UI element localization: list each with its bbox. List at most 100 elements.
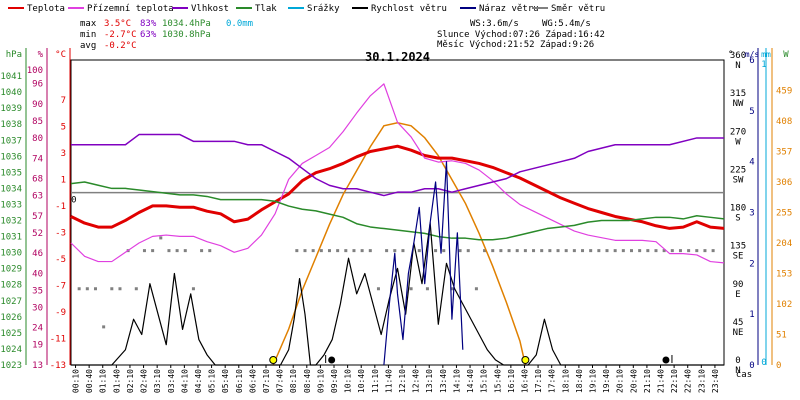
direction-degree: 45 [733, 318, 744, 328]
tick-label: 51 [776, 331, 787, 341]
wind-direction-point [670, 249, 674, 253]
x-tick-label: 11:10 [371, 369, 380, 393]
wind-direction-point [483, 249, 487, 253]
wind-direction-point [507, 249, 511, 253]
tick-label: 1023 [0, 361, 22, 371]
tick-label: 1024 [0, 345, 22, 355]
axis-radiation: W 0 51 102 153 204 255 306 357 408 459 [771, 48, 792, 371]
wind-direction-point [303, 249, 307, 253]
x-tick-label: 17:10 [534, 369, 543, 393]
tick-label: 1028 [0, 281, 22, 291]
wind-direction-point [77, 287, 81, 291]
direction-degree: 315 [730, 89, 746, 99]
wind-direction-point [409, 287, 413, 291]
wind-direction-point [110, 287, 114, 291]
tick-label: 52 [32, 229, 43, 239]
wind-direction-point [208, 249, 212, 253]
wind-direction-point [450, 287, 454, 291]
tick-label: 1041 [0, 72, 22, 82]
wind-direction-point [175, 249, 179, 253]
series-line-rychlost-v-tru [71, 222, 724, 366]
x-axis-label: čas [736, 369, 752, 380]
tick-label: 63 [32, 192, 43, 202]
wind-direction-point [191, 287, 195, 291]
series-line-tlak [70, 181, 725, 241]
axis-hpa: hPa 1023 1024 1025 1026 1027 1028 1029 1030 1031 1… [0, 48, 27, 371]
tick-label: 0 [776, 361, 781, 371]
x-tick-label: 00:40 [85, 369, 94, 393]
wind-direction-point [654, 249, 658, 253]
tick-label: 1036 [0, 152, 22, 162]
tick-label: 1030 [0, 249, 22, 259]
tick-label: 74 [32, 154, 43, 164]
direction-label: S [735, 214, 740, 224]
tick-label: 80 [32, 134, 43, 144]
stats-wind-speed: WS:3.6m/s [470, 19, 519, 29]
wind-direction-point [167, 249, 171, 253]
x-tick-label: 14:10 [452, 369, 461, 393]
direction-label: SE [733, 252, 744, 262]
legend-item: Teplota [8, 4, 65, 14]
x-tick-label: 00:10 [72, 369, 81, 393]
tick-label: 1039 [0, 104, 22, 114]
tick-label: 68 [32, 175, 43, 185]
stats-min-temp: -2.7°C [104, 30, 137, 40]
x-tick-label: 09:10 [316, 369, 325, 393]
tick-label: 1029 [0, 265, 22, 275]
stats-wind-gust: WG:5.4m/s [542, 19, 591, 29]
x-tick-label: 19:10 [588, 369, 597, 393]
axis-unit: % [38, 50, 44, 60]
stats-sun: Slunce Východ:07:26 Západ:16:42 [437, 30, 605, 40]
tick-label: 102 [776, 300, 792, 310]
wind-direction-point [703, 249, 707, 253]
tick-label: 459 [776, 87, 792, 97]
tick-label: 1038 [0, 120, 22, 130]
wind-direction-point [458, 249, 462, 253]
tick-label: 1035 [0, 168, 22, 178]
stats-min-label: min [80, 30, 96, 40]
wind-direction-point [295, 249, 299, 253]
x-tick-label: 15:10 [480, 369, 489, 393]
wind-direction-point [678, 249, 682, 253]
x-tick-label: 05:40 [221, 369, 230, 393]
wind-direction-point [662, 249, 666, 253]
moonset-marker [328, 356, 336, 364]
tick-label: 35 [32, 286, 43, 296]
tick-label: 306 [776, 178, 792, 188]
tick-label: 408 [776, 117, 792, 127]
tick-label: 3 [749, 209, 754, 219]
wind-direction-point [102, 325, 106, 329]
tick-label: 0 [761, 358, 766, 368]
stats-max-temp: 3.5°C [104, 19, 131, 29]
x-tick-label: 03:40 [167, 369, 176, 393]
x-tick-label: 19:40 [602, 369, 611, 393]
tick-label: 5 [749, 107, 754, 117]
tick-label: 357 [776, 148, 792, 158]
wind-direction-point [336, 249, 340, 253]
wind-direction-point [621, 249, 625, 253]
x-tick-label: 21:10 [643, 369, 652, 393]
wind-direction-point [393, 249, 397, 253]
wind-direction-point [540, 249, 544, 253]
tick-label: 100 [27, 66, 43, 76]
wind-direction-point [93, 287, 97, 291]
wind-direction-point [85, 287, 89, 291]
direction-degree: 180 [730, 204, 746, 214]
legend-item: Směr větru [532, 4, 605, 14]
x-tick-label: 03:10 [153, 369, 162, 393]
x-tick-label: 16:40 [520, 369, 529, 393]
axis-percent: % 13 19 24 30 35 40 46 52 57 63 68 74 80 85 90 96 100 [27, 48, 48, 371]
wind-direction-point [711, 249, 715, 253]
tick-label: 7 [61, 96, 66, 106]
legend-label: Tlak [255, 4, 277, 14]
x-tick-label: 07:10 [262, 369, 271, 393]
direction-degree: 0 [735, 356, 740, 366]
axis-unit: ° [728, 50, 733, 60]
x-tick-label: 11:40 [384, 369, 393, 393]
x-tick-label: 10:40 [357, 369, 366, 393]
wind-direction-point [646, 249, 650, 253]
tick-label: 1037 [0, 136, 22, 146]
x-tick-label: 04:10 [180, 369, 189, 393]
